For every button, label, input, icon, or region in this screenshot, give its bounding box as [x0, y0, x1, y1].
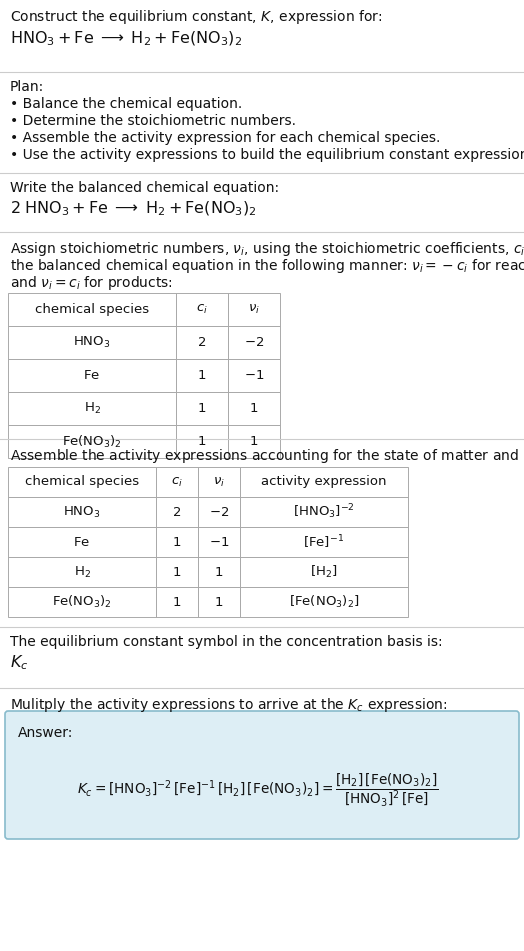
- Bar: [228, 293, 280, 326]
- Bar: [198, 587, 240, 617]
- Text: 1: 1: [198, 369, 206, 382]
- Text: chemical species: chemical species: [35, 303, 149, 316]
- Text: 1: 1: [215, 595, 223, 609]
- Text: $\mathrm{Fe}$: $\mathrm{Fe}$: [83, 369, 101, 382]
- Text: 1: 1: [173, 566, 181, 578]
- Text: $\mathrm{Fe(NO_3)_2}$: $\mathrm{Fe(NO_3)_2}$: [62, 434, 122, 450]
- Bar: [198, 467, 240, 497]
- Text: $\nu_i$: $\nu_i$: [248, 303, 260, 316]
- Text: 1: 1: [215, 566, 223, 578]
- Bar: [8, 326, 176, 359]
- Text: Answer:: Answer:: [18, 726, 73, 740]
- Bar: [240, 587, 408, 617]
- Bar: [228, 326, 280, 359]
- Text: $-2$: $-2$: [244, 336, 264, 349]
- Bar: [8, 557, 156, 587]
- Bar: [228, 359, 280, 392]
- Text: $\mathrm{HNO_3}$: $\mathrm{HNO_3}$: [63, 504, 101, 519]
- Bar: [8, 392, 176, 425]
- Text: Assign stoichiometric numbers, $\nu_i$, using the stoichiometric coefficients, $: Assign stoichiometric numbers, $\nu_i$, …: [10, 240, 524, 258]
- Text: 1: 1: [173, 535, 181, 549]
- Bar: [156, 467, 198, 497]
- Text: The equilibrium constant symbol in the concentration basis is:: The equilibrium constant symbol in the c…: [10, 635, 443, 649]
- Text: 1: 1: [173, 595, 181, 609]
- Bar: [228, 392, 280, 425]
- Text: $K_c = [\mathrm{HNO_3}]^{-2}\,[\mathrm{Fe}]^{-1}\,[\mathrm{H_2}]\,[\mathrm{Fe(NO: $K_c = [\mathrm{HNO_3}]^{-2}\,[\mathrm{F…: [77, 771, 439, 808]
- Text: $-1$: $-1$: [244, 369, 264, 382]
- Text: 2: 2: [173, 506, 181, 518]
- Text: $\mathrm{2\;HNO_3 + Fe \;\longrightarrow\; H_2 + Fe(NO_3)_2}$: $\mathrm{2\;HNO_3 + Fe \;\longrightarrow…: [10, 200, 257, 219]
- Text: • Assemble the activity expression for each chemical species.: • Assemble the activity expression for e…: [10, 131, 440, 145]
- Bar: [156, 497, 198, 527]
- Bar: [156, 557, 198, 587]
- Text: • Use the activity expressions to build the equilibrium constant expression.: • Use the activity expressions to build …: [10, 148, 524, 162]
- Text: $c_i$: $c_i$: [171, 476, 183, 489]
- Text: Mulitply the activity expressions to arrive at the $K_c$ expression:: Mulitply the activity expressions to arr…: [10, 696, 447, 714]
- Text: $c_i$: $c_i$: [196, 303, 208, 316]
- Text: the balanced chemical equation in the following manner: $\nu_i = -c_i$ for react: the balanced chemical equation in the fo…: [10, 257, 524, 275]
- Bar: [176, 392, 228, 425]
- Text: • Determine the stoichiometric numbers.: • Determine the stoichiometric numbers.: [10, 114, 296, 128]
- Text: chemical species: chemical species: [25, 476, 139, 489]
- Bar: [176, 425, 228, 458]
- Text: $-2$: $-2$: [209, 506, 229, 518]
- Bar: [8, 527, 156, 557]
- Text: $K_c$: $K_c$: [10, 653, 28, 671]
- Bar: [156, 587, 198, 617]
- Text: $\mathrm{H_2}$: $\mathrm{H_2}$: [83, 401, 101, 416]
- Text: $\mathrm{H_2}$: $\mathrm{H_2}$: [73, 565, 91, 579]
- Bar: [240, 557, 408, 587]
- FancyBboxPatch shape: [5, 711, 519, 839]
- Text: Write the balanced chemical equation:: Write the balanced chemical equation:: [10, 181, 279, 195]
- Bar: [176, 293, 228, 326]
- Text: Plan:: Plan:: [10, 80, 44, 94]
- Text: $[\mathrm{Fe}]^{-1}$: $[\mathrm{Fe}]^{-1}$: [303, 534, 344, 551]
- Text: activity expression: activity expression: [261, 476, 387, 489]
- Bar: [8, 587, 156, 617]
- Text: 1: 1: [250, 435, 258, 448]
- Bar: [198, 497, 240, 527]
- Text: Construct the equilibrium constant, $K$, expression for:: Construct the equilibrium constant, $K$,…: [10, 8, 383, 26]
- Bar: [176, 359, 228, 392]
- Text: Assemble the activity expressions accounting for the state of matter and $\nu_i$: Assemble the activity expressions accoun…: [10, 447, 524, 465]
- Text: $-1$: $-1$: [209, 535, 229, 549]
- Text: $[\mathrm{Fe(NO_3)_2}]$: $[\mathrm{Fe(NO_3)_2}]$: [289, 594, 359, 610]
- Text: $[\mathrm{HNO_3}]^{-2}$: $[\mathrm{HNO_3}]^{-2}$: [293, 503, 355, 521]
- Text: $[\mathrm{H_2}]$: $[\mathrm{H_2}]$: [310, 564, 338, 580]
- Text: • Balance the chemical equation.: • Balance the chemical equation.: [10, 97, 242, 111]
- Text: 1: 1: [198, 435, 206, 448]
- Bar: [8, 359, 176, 392]
- Bar: [8, 293, 176, 326]
- Bar: [240, 527, 408, 557]
- Bar: [198, 527, 240, 557]
- Text: $\nu_i$: $\nu_i$: [213, 476, 225, 489]
- Bar: [240, 497, 408, 527]
- Text: and $\nu_i = c_i$ for products:: and $\nu_i = c_i$ for products:: [10, 274, 173, 292]
- Text: $\mathrm{Fe}$: $\mathrm{Fe}$: [73, 535, 91, 549]
- Bar: [240, 467, 408, 497]
- Text: $\mathrm{HNO_3}$: $\mathrm{HNO_3}$: [73, 335, 111, 350]
- Bar: [8, 497, 156, 527]
- Bar: [8, 425, 176, 458]
- Bar: [156, 527, 198, 557]
- Text: 1: 1: [198, 402, 206, 415]
- Bar: [228, 425, 280, 458]
- Bar: [8, 467, 156, 497]
- Text: 1: 1: [250, 402, 258, 415]
- Text: $\mathrm{Fe(NO_3)_2}$: $\mathrm{Fe(NO_3)_2}$: [52, 594, 112, 610]
- Text: 2: 2: [198, 336, 206, 349]
- Bar: [198, 557, 240, 587]
- Text: $\mathrm{HNO_3 + Fe \;\longrightarrow\; H_2 + Fe(NO_3)_2}$: $\mathrm{HNO_3 + Fe \;\longrightarrow\; …: [10, 30, 242, 49]
- Bar: [176, 326, 228, 359]
